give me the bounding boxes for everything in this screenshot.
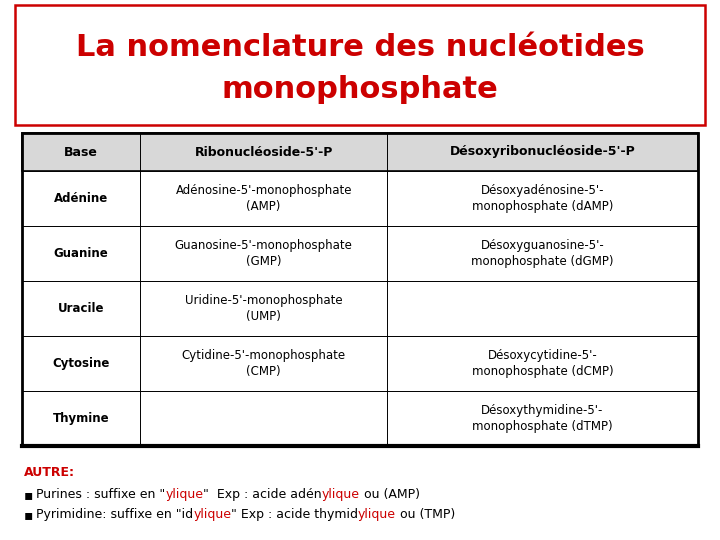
Text: ylique: ylique [358, 508, 396, 521]
Text: Désoxyribonucléoside-5'-P: Désoxyribonucléoside-5'-P [450, 145, 635, 159]
Text: Uracile: Uracile [58, 302, 104, 315]
Text: Guanine: Guanine [54, 247, 109, 260]
Text: Adénosine-5'-monophosphate
(AMP): Adénosine-5'-monophosphate (AMP) [176, 184, 352, 213]
Text: ylique: ylique [322, 488, 360, 501]
Text: Désoxyguanosine-5'-
monophosphate (dGMP): Désoxyguanosine-5'- monophosphate (dGMP) [472, 239, 613, 268]
Text: Thymine: Thymine [53, 412, 109, 425]
Text: Désoxyadénosine-5'-
monophosphate (dAMP): Désoxyadénosine-5'- monophosphate (dAMP) [472, 184, 613, 213]
Text: Base: Base [64, 145, 98, 159]
Text: "  Exp : acide adén: " Exp : acide adén [203, 488, 322, 501]
Bar [22, 133, 698, 171]
Text: Désoxycytidine-5'-
monophosphate (dCMP): Désoxycytidine-5'- monophosphate (dCMP) [472, 349, 613, 378]
Text: Purines : suffixe en ": Purines : suffixe en " [36, 488, 166, 501]
Bar [22, 226, 698, 281]
Bar [22, 281, 698, 336]
Bar [22, 391, 698, 446]
Bar [22, 133, 698, 446]
Text: Uridine-5'-monophosphate
(UMP): Uridine-5'-monophosphate (UMP) [185, 294, 343, 323]
FancyBboxPatch shape [15, 5, 705, 125]
Text: La nomenclature des nucléotides: La nomenclature des nucléotides [76, 33, 644, 63]
Text: Adénine: Adénine [54, 192, 108, 205]
Text: Cytidine-5'-monophosphate
(CMP): Cytidine-5'-monophosphate (CMP) [181, 349, 346, 378]
Text: ou (TMP): ou (TMP) [396, 508, 455, 521]
Text: ou (AMP): ou (AMP) [360, 488, 420, 501]
Text: Ribonucléoside-5'-P: Ribonucléoside-5'-P [194, 145, 333, 159]
Text: Pyrimidine: suffixe en "id: Pyrimidine: suffixe en "id [36, 508, 193, 521]
Bar [22, 336, 698, 391]
Text: Guanosine-5'-monophosphate
(GMP): Guanosine-5'-monophosphate (GMP) [175, 239, 353, 268]
Text: " Exp : acide thymid: " Exp : acide thymid [231, 508, 358, 521]
Text: ▪: ▪ [24, 488, 33, 502]
Bar [22, 171, 698, 226]
Text: AUTRE:: AUTRE: [24, 466, 75, 479]
Text: Désoxythymidine-5'-
monophosphate (dTMP): Désoxythymidine-5'- monophosphate (dTMP) [472, 404, 613, 433]
Text: Cytosine: Cytosine [53, 357, 110, 370]
Text: ylique: ylique [166, 488, 203, 501]
Text: ▪: ▪ [24, 508, 33, 522]
Text: monophosphate: monophosphate [222, 76, 498, 105]
Text: ylique: ylique [193, 508, 231, 521]
